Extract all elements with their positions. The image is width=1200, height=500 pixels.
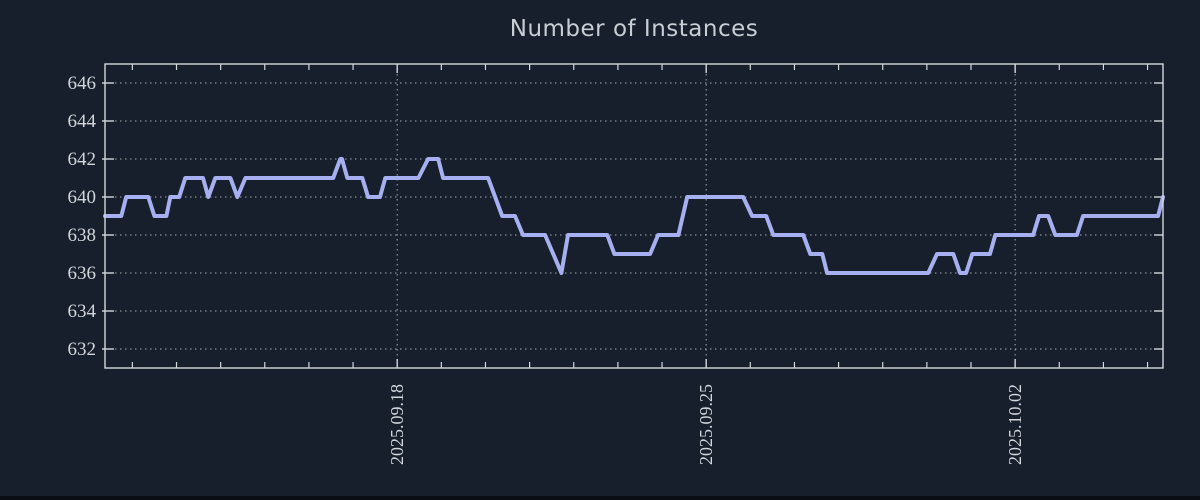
- plot-border: [104, 63, 1164, 369]
- y-tick-label: 638: [68, 225, 97, 246]
- gridlines: [105, 64, 1163, 368]
- y-tick-label: 634: [68, 301, 97, 322]
- y-tick-label: 644: [68, 111, 97, 132]
- series-group: [103, 157, 1165, 275]
- y-tick-label: 640: [68, 187, 97, 208]
- y-tick-label: 636: [68, 263, 97, 284]
- chart-title: Number of Instances: [509, 16, 759, 42]
- x-tick-label: 2025.09.25: [696, 384, 716, 465]
- tick-labels: 632 634 636 638 640 642 644 646 2025.09.18 2025.0…: [68, 73, 1026, 465]
- x-tick-label: 2025.10.02: [1005, 384, 1025, 465]
- window-bottom-edge: [0, 496, 1200, 500]
- y-tick-label: 646: [68, 73, 97, 94]
- y-tick-label: 632: [68, 339, 97, 360]
- tick-marks: [102, 64, 1163, 368]
- x-tick-label: 2025.09.18: [387, 384, 407, 465]
- series-line-instances: [103, 157, 1165, 275]
- y-tick-label: 642: [68, 149, 97, 170]
